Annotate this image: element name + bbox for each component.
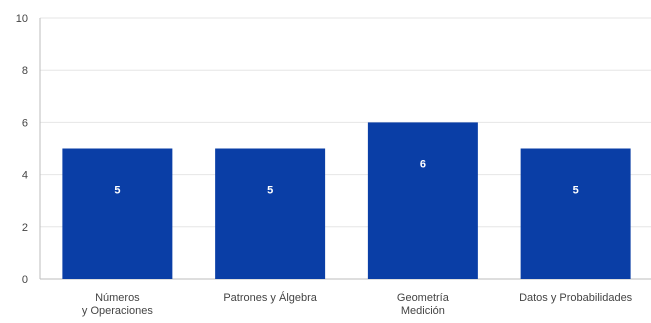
- x-category-label-line: y Operaciones: [82, 305, 153, 317]
- bars: [62, 122, 631, 280]
- y-tick-label: 2: [22, 222, 28, 234]
- y-tick-label: 6: [22, 117, 28, 129]
- bar-data-label: 5: [573, 185, 579, 197]
- data-labels: 5 5 6 5: [114, 158, 578, 196]
- x-category-labels: Números y Operaciones Patrones y Álgebra Ge…: [82, 291, 633, 317]
- x-category-label: Números y Operaciones: [82, 292, 153, 317]
- bar: [62, 148, 173, 279]
- y-tick-label: 4: [22, 170, 28, 182]
- x-category-label-line: Patrones y Álgebra: [223, 291, 317, 304]
- x-category-label: Geometría Medición: [397, 292, 450, 317]
- x-category-label-line: Datos y Probabilidades: [519, 292, 633, 304]
- x-category-label-line: Números: [95, 292, 140, 304]
- bar: [367, 122, 478, 280]
- x-category-label-line: Geometría: [397, 292, 450, 304]
- y-tick-label: 0: [22, 274, 28, 286]
- y-tick-label: 8: [22, 65, 28, 77]
- bar-data-label: 5: [267, 185, 273, 197]
- x-category-label: Patrones y Álgebra: [223, 291, 317, 304]
- y-tick-label: 10: [16, 13, 28, 25]
- x-category-label-line: Medición: [401, 305, 445, 317]
- bar: [215, 148, 326, 279]
- bar: [520, 148, 631, 279]
- bar-data-label: 6: [420, 158, 426, 170]
- y-tick-labels: 0 2 4 6 8 10: [16, 13, 28, 286]
- bar-data-label: 5: [114, 185, 120, 197]
- x-category-label: Datos y Probabilidades: [519, 292, 633, 304]
